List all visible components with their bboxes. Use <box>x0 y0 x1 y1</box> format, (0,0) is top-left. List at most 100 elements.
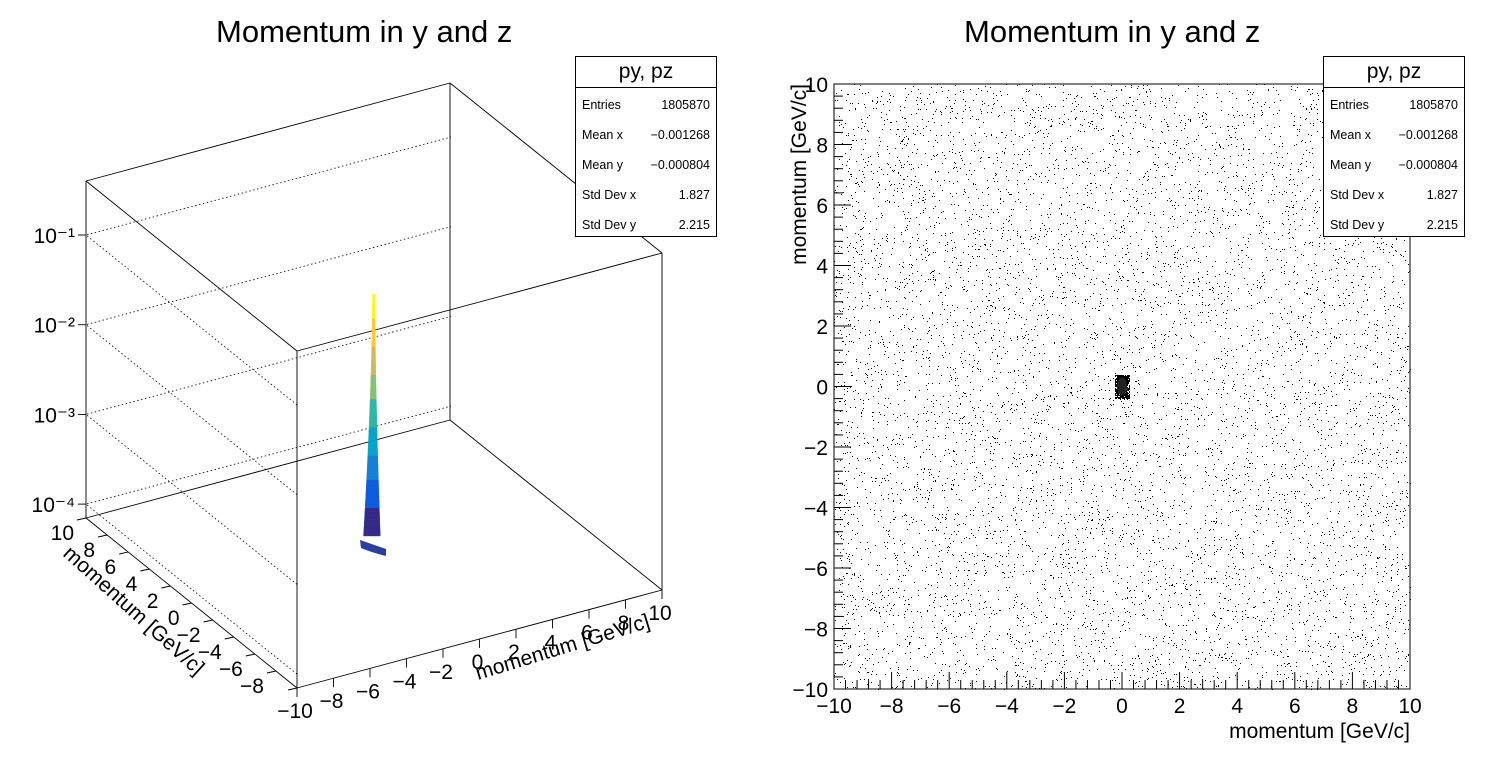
peak-slice <box>370 390 377 396</box>
stats-key: Mean y <box>1330 158 1371 172</box>
z-gridlines <box>85 136 452 675</box>
stats-row-mean-x: Mean x −0.001268 <box>1324 118 1464 148</box>
peak-slice <box>372 294 376 299</box>
y-tick <box>119 551 129 555</box>
scatter-plot-svg: −10 −8 −6 −4 −2 0 2 4 6 8 10 −10 −8 −6 −4 −2 0 2 4 6 8 10 mom… <box>788 74 1422 743</box>
z-gridline <box>85 226 452 496</box>
scatter-points <box>834 84 1411 690</box>
peak-slice <box>369 414 377 420</box>
y-tick-label: −10 <box>792 679 828 702</box>
peak-slice <box>367 447 378 452</box>
peak-slice <box>369 410 377 416</box>
peak-slice <box>371 354 376 359</box>
x-tick-label: 6 <box>1289 695 1301 718</box>
x-axis-title: momentum [GeV/c] <box>1229 720 1410 743</box>
stats-value: 1.827 <box>1426 188 1458 202</box>
peak-slice <box>370 370 377 376</box>
x-tick-label: 2 <box>508 641 520 664</box>
x-tick-label: −10 <box>816 695 852 718</box>
stats-key: Mean y <box>582 158 623 172</box>
peak-slice <box>368 418 378 424</box>
peak-slice <box>368 439 378 444</box>
left-pad-3d-plot: Momentum in y and z −10 −8 −6 −4 −2 0 2 4 6 8 10 −8… <box>31 14 717 723</box>
y-tick <box>266 670 276 674</box>
peak-slice <box>363 519 381 525</box>
stats-value: 1.827 <box>678 188 710 202</box>
stats-value: 2.215 <box>678 218 710 232</box>
stats-key: Entries <box>582 98 621 112</box>
peak-slice <box>367 451 378 456</box>
stats-row-std-x: Std Dev x 1.827 <box>576 178 716 208</box>
peak-slice <box>370 386 377 392</box>
peak-slice <box>372 318 376 323</box>
y-axis-title: momentum [GeV/c] <box>788 84 811 265</box>
peak-slice <box>367 455 379 460</box>
stats-box-title: py, pz <box>1324 57 1464 88</box>
right-pad-scatter-plot: Momentum in y and z −10 −8 −6 −4 −2 0 2 4 6 8 10 −1… <box>748 0 1496 772</box>
peak-slice <box>371 358 376 363</box>
momentum-peak-surface <box>360 294 386 556</box>
y-tick-label: −4 <box>804 498 828 521</box>
peak-slice <box>372 306 376 311</box>
peak-slice <box>365 487 380 492</box>
peak-slice <box>371 334 376 339</box>
peak-slice <box>367 459 379 464</box>
stats-value: −0.001268 <box>1398 128 1458 142</box>
x-tick-label: 4 <box>1231 695 1243 718</box>
stats-key: Std Dev y <box>1330 218 1385 232</box>
peak-slice <box>372 298 376 303</box>
stats-row-std-x: Std Dev x 1.827 <box>1324 178 1464 208</box>
stats-row-mean-y: Mean y −0.000804 <box>1324 148 1464 178</box>
x-tick-label: 8 <box>618 612 630 635</box>
x-tick-label: 4 <box>545 631 557 654</box>
stats-value: −0.000804 <box>1398 158 1458 172</box>
y-tick-label: −8 <box>804 619 828 642</box>
z-gridline <box>85 316 452 585</box>
stats-row-mean-x: Mean x −0.001268 <box>576 118 716 148</box>
axis-frame-and-ticks <box>833 83 1411 690</box>
x-tick-label: −2 <box>1052 695 1076 718</box>
stats-key: Mean x <box>582 128 623 142</box>
z-tick-label: 10⁻² <box>34 315 75 338</box>
peak-slice <box>364 507 380 513</box>
stats-key: Mean x <box>1330 128 1371 142</box>
x-tick-label: 6 <box>581 622 593 645</box>
x-tick-label: −8 <box>320 690 344 713</box>
peak-slice <box>370 362 376 368</box>
x-tick-label: 2 <box>1174 695 1186 718</box>
peak-slice <box>371 322 376 327</box>
y-tick-label: 4 <box>126 573 138 596</box>
peak-slice <box>369 402 377 408</box>
axis-ticks <box>76 234 663 697</box>
y-tick-label: 10 <box>805 74 828 97</box>
y-tick-label: −4 <box>198 641 222 664</box>
x-tick-label: −8 <box>880 695 904 718</box>
peak-slice <box>368 427 378 432</box>
y-tick <box>98 534 108 538</box>
peak-slice <box>364 511 380 517</box>
stats-row-mean-y: Mean y −0.000804 <box>576 148 716 178</box>
x-axis-title: momentum [GeV/c] <box>473 610 653 685</box>
stats-row-entries: Entries 1805870 <box>576 88 716 118</box>
y-tick-label: 8 <box>83 539 95 562</box>
stats-row-entries: Entries 1805870 <box>1324 88 1464 118</box>
z-tick-label: 10⁻¹ <box>34 225 75 248</box>
stats-box-title: py, pz <box>576 57 716 88</box>
peak-slice <box>369 398 377 404</box>
peak-slice <box>370 382 377 388</box>
left-plot-title: Momentum in y and z <box>216 14 513 49</box>
peak-slice <box>370 366 376 372</box>
z-gridline <box>85 136 452 406</box>
stats-value: −0.001268 <box>650 128 710 142</box>
y-tick-label: 6 <box>816 195 828 218</box>
x-tick-label: 8 <box>1347 695 1359 718</box>
y-tick-label: 8 <box>816 135 828 158</box>
peak-slice <box>372 310 376 315</box>
x-tick-label: −4 <box>393 671 417 694</box>
peak-base <box>360 540 386 556</box>
x-tick-label: −6 <box>937 695 961 718</box>
peak-slice <box>365 495 380 500</box>
y-tick <box>76 517 87 521</box>
peak-slice <box>369 406 377 412</box>
y-tick <box>140 568 150 572</box>
